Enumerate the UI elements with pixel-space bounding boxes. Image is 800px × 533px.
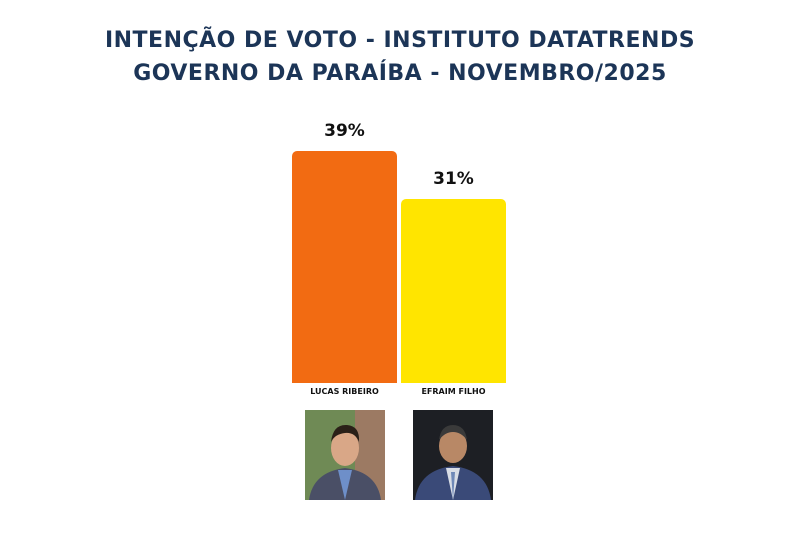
value-label: 31% xyxy=(433,168,474,189)
candidate-photo xyxy=(305,410,385,500)
value-label: 39% xyxy=(324,121,365,141)
bar xyxy=(401,198,506,383)
candidate-photo xyxy=(413,410,493,500)
category-label: LUCAS RIBEIRO xyxy=(310,387,379,396)
chart-subtitle: GOVERNO DA PARAÍBA - NOVEMBRO/2025 xyxy=(133,61,667,86)
category-label: EFRAIM FILHO xyxy=(421,387,486,396)
chart-title: INTENÇÃO DE VOTO - INSTITUTO DATATRENDS xyxy=(104,28,696,53)
bar xyxy=(292,151,397,383)
